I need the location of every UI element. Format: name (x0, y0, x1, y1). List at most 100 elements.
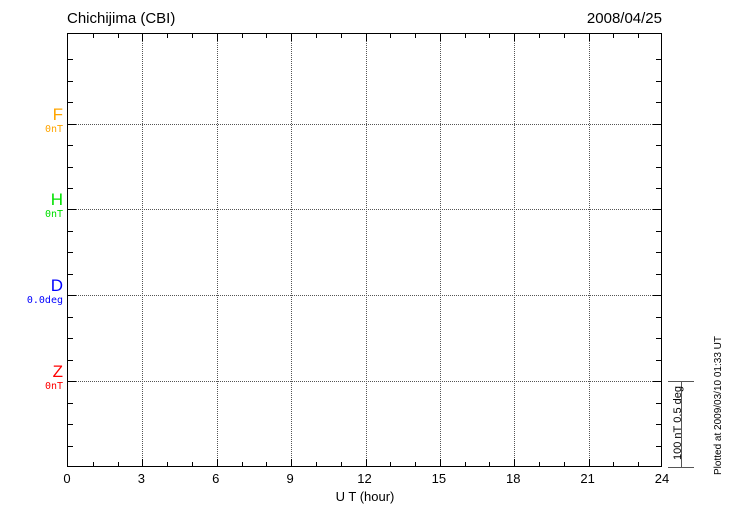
tick-x-minor-bottom (315, 462, 317, 466)
tick-x-minor-top (415, 34, 417, 38)
gridline-vertical (588, 34, 590, 466)
component-letter-z: Z (52, 362, 63, 381)
tick-x-minor-top (241, 34, 243, 38)
component-baseline-z: 0nT (44, 381, 63, 392)
tick-y-major-right (653, 381, 661, 382)
tick-y-minor (68, 360, 73, 361)
tick-y-minor-right (656, 424, 661, 425)
tick-y-minor-right (656, 59, 661, 60)
tick-x-major-bottom (142, 459, 144, 466)
tick-x-major-bottom (216, 459, 218, 466)
tick-y-minor (68, 188, 73, 189)
gridline-vertical (142, 34, 144, 466)
tick-x-minor-bottom (613, 462, 615, 466)
tick-y-major (68, 124, 76, 125)
tick-y-major (68, 209, 76, 210)
component-baseline-h: 0nT (44, 209, 63, 220)
tick-x-minor-bottom (241, 462, 243, 466)
tick-x-minor-top (563, 34, 565, 38)
component-label-h: H 0nT (45, 191, 63, 220)
tick-y-minor (68, 424, 73, 425)
scalebar-line (681, 381, 682, 467)
tick-y-minor (68, 102, 73, 103)
gridline-vertical (514, 34, 516, 466)
plot-grid-layer (68, 34, 661, 466)
tick-x-minor-top (464, 34, 466, 38)
chart-date: 2008/04/25 (586, 10, 662, 27)
tick-x-major-bottom (365, 459, 367, 466)
xtick-label: 6 (212, 471, 220, 486)
tick-y-major (68, 295, 76, 296)
tick-x-minor-top (539, 34, 541, 38)
component-label-z: Z 0nT (45, 363, 63, 392)
tick-y-minor (68, 231, 73, 232)
tick-y-minor (68, 274, 73, 275)
x-axis-title: U T (hour) (335, 489, 395, 504)
tick-y-major (68, 381, 76, 382)
tick-y-minor (68, 403, 73, 404)
tick-y-minor-right (656, 252, 661, 253)
tick-x-minor-top (266, 34, 268, 38)
component-letter-h: H (50, 190, 63, 209)
magnetogram-plot-area (67, 33, 662, 467)
tick-y-minor (68, 59, 73, 60)
tick-x-minor-top (613, 34, 615, 38)
tick-y-minor (68, 446, 73, 447)
tick-x-minor-bottom (539, 462, 541, 466)
gridline-baseline-d (68, 295, 661, 296)
tick-x-minor-bottom (167, 462, 169, 466)
tick-x-minor-bottom (117, 462, 119, 466)
tick-x-minor-bottom (464, 462, 466, 466)
tick-x-minor-top (117, 34, 119, 38)
tick-x-major-bottom (514, 459, 516, 466)
tick-x-major-top (365, 34, 367, 41)
tick-x-minor-top (167, 34, 169, 38)
tick-y-minor-right (656, 145, 661, 146)
tick-x-major-top (588, 34, 590, 41)
tick-y-minor (68, 81, 73, 82)
tick-x-major-top (216, 34, 218, 41)
tick-x-minor-bottom (563, 462, 565, 466)
component-letter-f: F (52, 105, 63, 124)
tick-y-minor (68, 145, 73, 146)
gridline-baseline-f (68, 124, 661, 125)
tick-x-minor-top (489, 34, 491, 38)
tick-y-minor-right (656, 167, 661, 168)
tick-x-minor-bottom (415, 462, 417, 466)
tick-y-minor (68, 338, 73, 339)
xtick-label: 18 (506, 471, 521, 486)
tick-y-minor-right (656, 338, 661, 339)
tick-x-major-bottom (291, 459, 293, 466)
component-label-d: D 0.0deg (27, 277, 63, 306)
tick-x-minor-bottom (266, 462, 268, 466)
component-letter-d: D (50, 276, 63, 295)
plotted-at-annotation: Plotted at 2009/03/10 01:33 UT (713, 336, 724, 475)
component-baseline-f: 0nT (44, 124, 63, 135)
component-baseline-d: 0.0deg (26, 295, 63, 306)
scalebar-line1: 100 nT (672, 425, 684, 461)
tick-x-minor-top (92, 34, 94, 38)
scalebar-line2: 0.5 deg (672, 386, 684, 423)
tick-y-minor (68, 317, 73, 318)
tick-x-minor-top (340, 34, 342, 38)
tick-y-minor-right (656, 274, 661, 275)
xtick-label: 24 (654, 471, 670, 486)
xtick-label: 21 (580, 471, 595, 486)
tick-x-minor-bottom (489, 462, 491, 466)
gridline-vertical (216, 34, 218, 466)
tick-y-minor-right (656, 188, 661, 189)
tick-y-minor (68, 252, 73, 253)
tick-y-major-right (653, 124, 661, 125)
tick-y-minor-right (656, 102, 661, 103)
tick-x-major-top (142, 34, 144, 41)
tick-y-minor (68, 167, 73, 168)
gridline-baseline-h (68, 209, 661, 210)
tick-x-major-top (439, 34, 441, 41)
component-label-f: F 0nT (45, 106, 63, 135)
xtick-label: 0 (63, 471, 71, 486)
xtick-label: 3 (137, 471, 145, 486)
tick-y-minor-right (656, 231, 661, 232)
component-label-group: F 0nT H 0nT D 0.0deg Z 0nT (0, 0, 63, 520)
tick-x-minor-top (638, 34, 640, 38)
tick-y-major-right (653, 209, 661, 210)
